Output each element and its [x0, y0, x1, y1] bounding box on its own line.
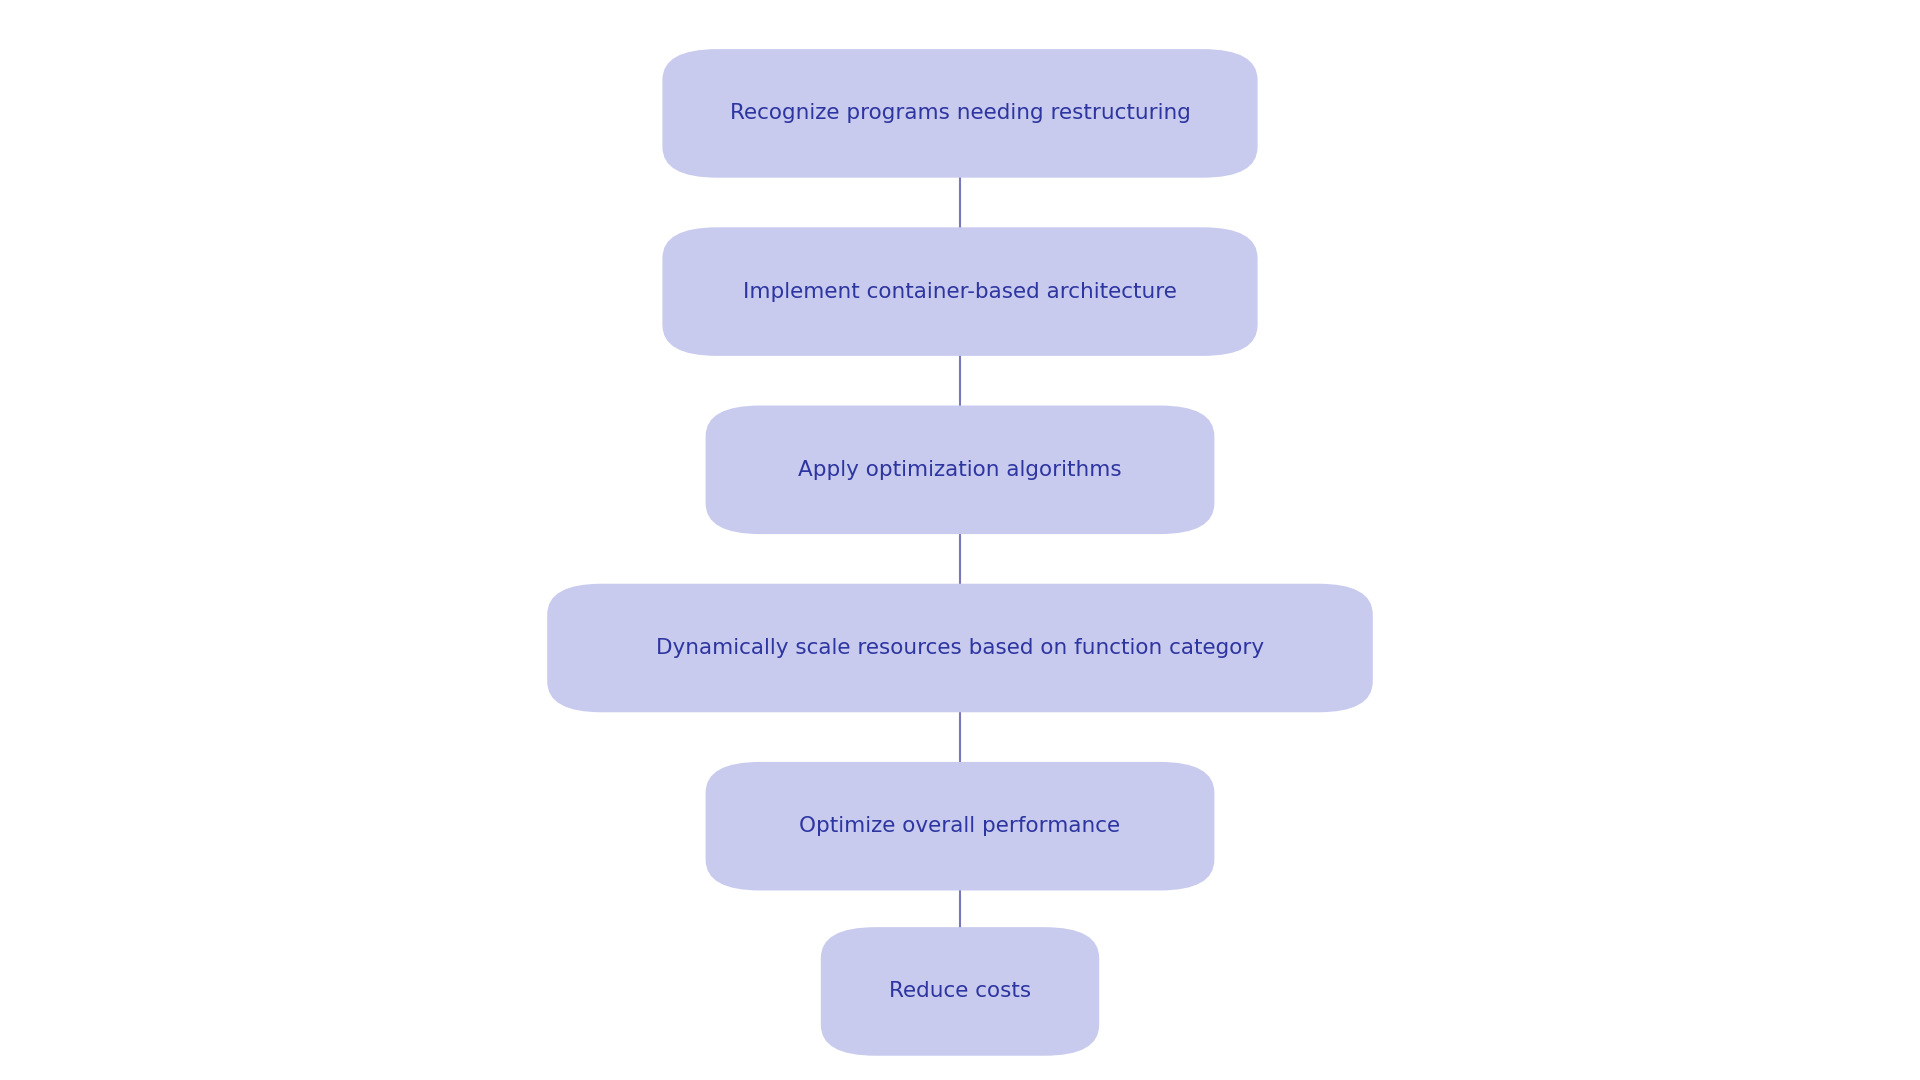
Text: Optimize overall performance: Optimize overall performance	[799, 816, 1121, 836]
FancyBboxPatch shape	[662, 49, 1258, 178]
Text: Dynamically scale resources based on function category: Dynamically scale resources based on fun…	[657, 638, 1263, 658]
FancyBboxPatch shape	[707, 761, 1215, 891]
FancyBboxPatch shape	[662, 227, 1258, 356]
FancyBboxPatch shape	[707, 405, 1215, 535]
FancyBboxPatch shape	[547, 583, 1373, 713]
Text: Recognize programs needing restructuring: Recognize programs needing restructuring	[730, 104, 1190, 123]
FancyBboxPatch shape	[822, 927, 1098, 1056]
Text: Reduce costs: Reduce costs	[889, 982, 1031, 1001]
Text: Apply optimization algorithms: Apply optimization algorithms	[799, 460, 1121, 480]
Text: Implement container-based architecture: Implement container-based architecture	[743, 282, 1177, 301]
